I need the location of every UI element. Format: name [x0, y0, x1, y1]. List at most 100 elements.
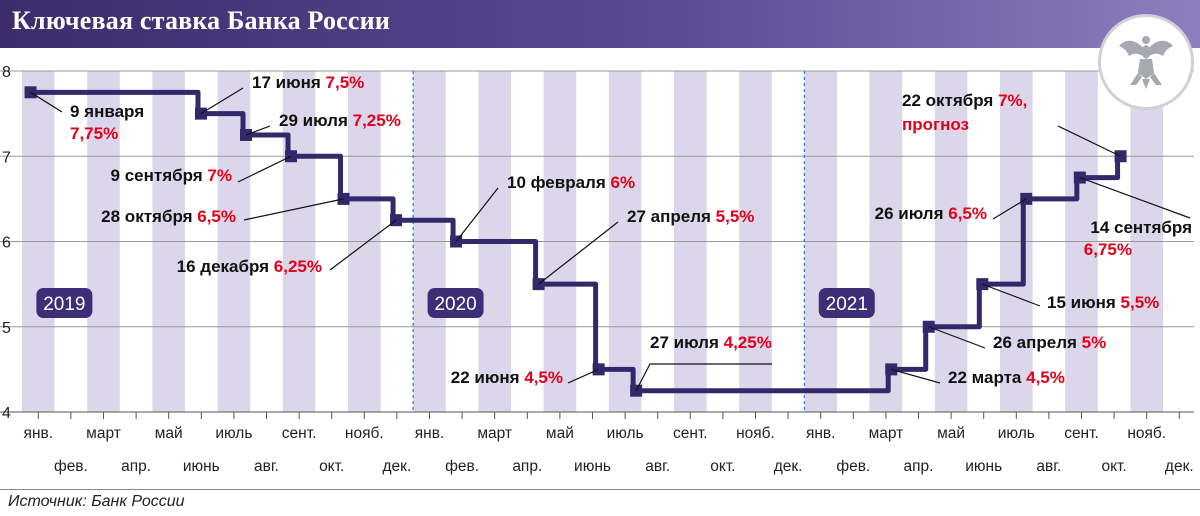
annotation-label: 17 июня 7,5% [252, 73, 364, 92]
y-tick-label: 6 [2, 235, 11, 252]
annotation-label: 22 марта 4,5% [948, 368, 1065, 387]
annotation-label: 9 сентября 7% [111, 166, 232, 185]
annotation: 9 сентября 7% [111, 155, 292, 185]
x-tick-label: сент. [1064, 425, 1099, 442]
annotation-date: 28 октября [101, 207, 197, 226]
year-badge: 2019 [36, 288, 93, 318]
annotation-date: 27 июля [650, 333, 724, 352]
x-tick-label: июль [607, 425, 644, 442]
bank-emblem [1098, 14, 1194, 110]
annotation-label: 9 января 7,75% [70, 102, 144, 143]
double-headed-eagle-icon [1119, 36, 1173, 89]
annotation: 10 февраля 6% [455, 173, 635, 242]
x-tick-label: апр. [904, 458, 934, 475]
x-tick-label: июль [998, 425, 1035, 442]
x-tick-label: окт. [1101, 458, 1126, 475]
annotation-date: 22 октября [902, 91, 998, 110]
annotation-label: 15 июня 5,5% [1047, 293, 1159, 312]
annotation-leader [200, 87, 244, 115]
annotation-leader [329, 219, 397, 271]
annotation: 26 июля 6,5% [875, 198, 1027, 223]
annotation-leader [992, 198, 1027, 220]
annotation-value: 5,5% [716, 207, 755, 226]
annotation-value: 6,5% [948, 204, 987, 223]
annotation: 29 июля 7,25% [245, 111, 401, 136]
annotation-label: 26 июля 6,5% [875, 204, 987, 223]
x-tick-label: янв. [24, 425, 54, 442]
y-tick-label: 5 [2, 320, 11, 337]
annotation: 15 июня 5,5% [982, 283, 1159, 312]
annotation-label: 10 февраля 6% [507, 173, 635, 192]
annotation-label: 29 июля 7,25% [279, 111, 401, 130]
annotation-label: 28 октября 6,5% [101, 207, 236, 226]
x-tick-label: май [546, 425, 574, 442]
y-tick-label: 4 [2, 405, 11, 422]
annotation-leader [243, 198, 344, 221]
annotation-value: 5,5% [1121, 293, 1160, 312]
annotation-leader [928, 326, 986, 349]
year-badge: 2021 [818, 288, 875, 318]
y-tick-label: 8 [2, 64, 11, 81]
annotation-leader [1079, 176, 1191, 219]
annotation-value: 4,25% [724, 333, 772, 352]
x-tick-label: фев. [836, 458, 870, 475]
annotation-value: 5% [1082, 333, 1107, 352]
annotation-label: 26 апреля 5% [993, 333, 1106, 352]
x-tick-label: сент. [282, 425, 317, 442]
x-tick-label: март [86, 425, 121, 442]
annotation-leader [635, 363, 772, 391]
annotation-leader [982, 283, 1041, 307]
x-tick-label: окт. [319, 458, 344, 475]
annotation: 17 июня 7,5% [200, 73, 364, 115]
year-badge-bg [818, 288, 875, 318]
annotation-value: 4,5% [1026, 368, 1065, 387]
annotation: 26 апреля 5% [928, 326, 1106, 352]
annotation: 16 декабря 6,25% [177, 219, 397, 276]
x-tick-label: июль [215, 425, 252, 442]
x-tick-label: дек. [383, 458, 412, 475]
x-tick-label: нояб. [1127, 425, 1166, 442]
annotation-date: 10 февраля [507, 173, 610, 192]
source-note: Источник: Банк России [8, 493, 185, 510]
annotation-value: 4,5% [524, 368, 563, 387]
annotation-value: 7% [207, 166, 232, 185]
x-tick-label: авг. [645, 458, 670, 475]
x-tick-label: апр. [121, 458, 151, 475]
year-badge-label: 2020 [434, 294, 476, 315]
x-tick-label: апр. [512, 458, 542, 475]
rate-step-line [30, 89, 1121, 394]
annotation-leader [30, 91, 63, 113]
annotation-date: 26 июля [875, 204, 949, 223]
annotation-date: 17 июня [252, 73, 326, 92]
annotation-value: 7,25% [353, 111, 401, 130]
x-tick-label: янв. [415, 425, 445, 442]
x-tick-label: окт. [710, 458, 735, 475]
annotation-leader [455, 187, 499, 242]
y-tick-label: 7 [2, 149, 11, 166]
year-badge-bg [427, 288, 484, 318]
annotation-leader [567, 368, 599, 384]
x-tick-label: авг. [1036, 458, 1061, 475]
annotation: 27 июля 4,25% [635, 333, 772, 391]
annotation-label: 16 декабря 6,25% [177, 257, 322, 276]
source-divider [0, 489, 1200, 490]
annotation-label: 27 апреля 5,5% [627, 207, 754, 226]
annotation-date: 9 января [70, 102, 144, 121]
annotation-date: 15 июня [1047, 293, 1121, 312]
annotation-date: 16 декабря [177, 257, 274, 276]
annotation-leader [237, 155, 292, 183]
x-tick-label: нояб. [736, 425, 775, 442]
annotation-date: 22 июня [451, 368, 525, 387]
x-tick-label: авг. [254, 458, 279, 475]
x-tick-label: июнь [183, 458, 220, 475]
annotation-leader [891, 368, 941, 384]
annotation: 22 марта 4,5% [891, 368, 1065, 387]
annotation-leader [245, 125, 271, 136]
annotation-value: 7,5% [326, 73, 365, 92]
annotation-value: 6% [610, 173, 635, 192]
annotation-date: 27 апреля [627, 207, 716, 226]
chart-title: Ключевая ставка Банка России [12, 6, 391, 35]
year-badge: 2020 [427, 288, 484, 318]
